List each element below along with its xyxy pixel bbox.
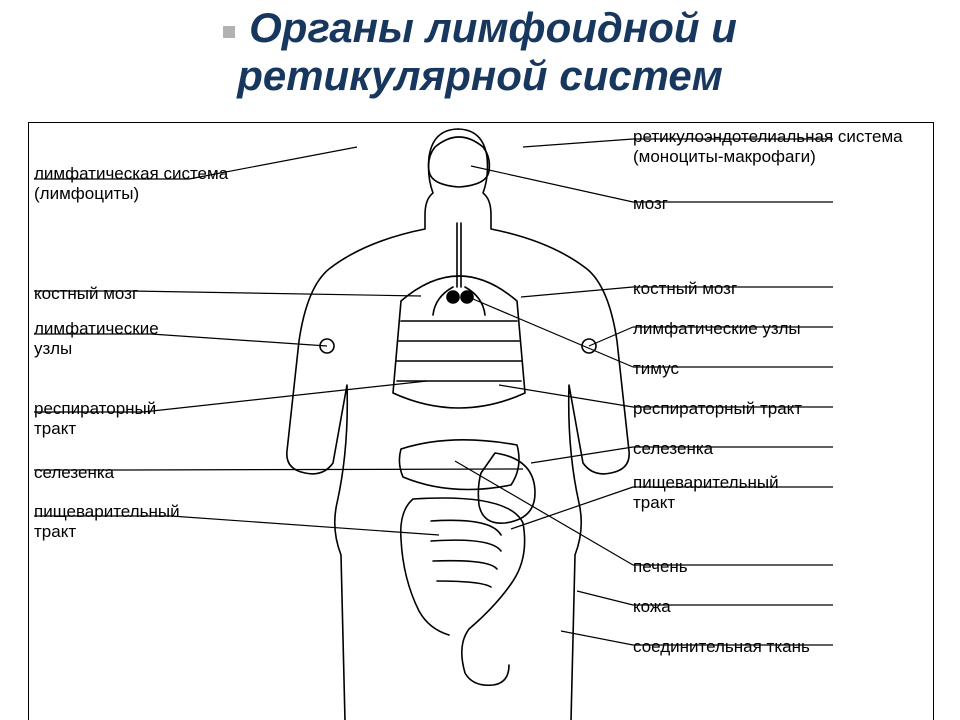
- label-bone_marrow_r: костный мозг: [633, 279, 737, 299]
- label-resp_tract_r: респираторный тракт: [633, 399, 802, 419]
- label-res_system: ретикулоэндотелиальная система (моноциты…: [633, 127, 903, 166]
- title-bullet-icon: [223, 26, 235, 38]
- label-conn_tissue: соединительная ткань: [633, 637, 810, 657]
- diagram-svg: [29, 123, 933, 720]
- label-brain: мозг: [633, 194, 668, 214]
- label-spleen_r: селезенка: [633, 439, 713, 459]
- label-thymus: тимус: [633, 359, 679, 379]
- label-bone_marrow_l: костный мозг: [34, 284, 138, 304]
- human-body-drawing: [287, 129, 629, 720]
- label-digest_l: пищеварительный тракт: [34, 502, 180, 541]
- label-skin: кожа: [633, 597, 671, 617]
- anatomy-diagram: лимфатическая система (лимфоциты) костный…: [28, 122, 934, 720]
- label-digest_r: пищеварительный тракт: [633, 473, 779, 512]
- title-line2: ретикулярной систем: [237, 52, 723, 99]
- label-spleen_l: селезенка: [34, 463, 114, 483]
- title-line1: Органы лимфоидной и: [249, 4, 737, 51]
- label-resp_tract_l: респираторный тракт: [34, 399, 156, 438]
- label-lymph_system: лимфатическая система (лимфоциты): [34, 164, 228, 203]
- label-liver: печень: [633, 557, 688, 577]
- slide: Органы лимфоидной и ретикулярной систем …: [0, 0, 960, 720]
- label-lymph_nodes_l: лимфатические узлы: [34, 319, 159, 358]
- slide-title: Органы лимфоидной и ретикулярной систем: [0, 4, 960, 101]
- label-lymph_nodes_r: лимфатические узлы: [633, 319, 801, 339]
